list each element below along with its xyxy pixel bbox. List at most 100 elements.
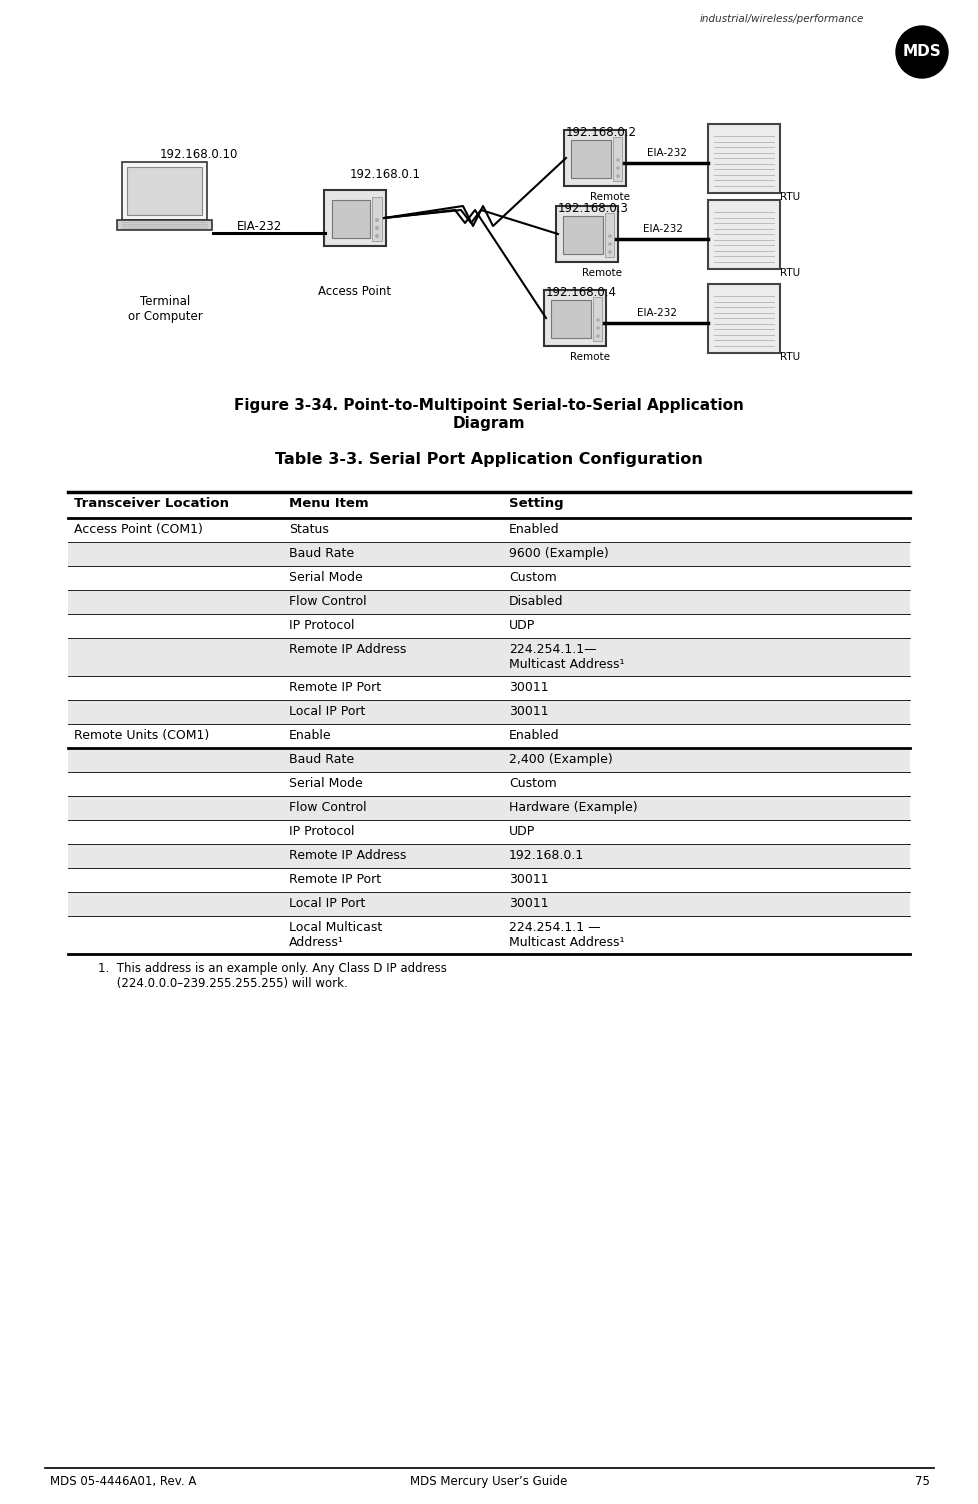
Text: Table 3-3. Serial Port Application Configuration: Table 3-3. Serial Port Application Confi… [275, 453, 702, 468]
Text: Flow Control: Flow Control [289, 802, 366, 814]
Circle shape [607, 250, 611, 254]
Bar [67, 844, 910, 868]
FancyBboxPatch shape [544, 290, 605, 346]
FancyBboxPatch shape [707, 200, 779, 269]
Text: Enable: Enable [289, 729, 332, 741]
FancyBboxPatch shape [707, 283, 779, 352]
Text: 30011: 30011 [509, 681, 548, 693]
Text: 224.254.1.1 —
Multicast Address¹: 224.254.1.1 — Multicast Address¹ [509, 920, 624, 949]
Bar [562, 217, 602, 254]
Bar [127, 167, 202, 215]
Bar [593, 296, 601, 341]
Text: Remote IP Address: Remote IP Address [289, 644, 406, 656]
Text: 75: 75 [914, 1475, 929, 1487]
Text: 192.168.0.4: 192.168.0.4 [546, 286, 616, 299]
FancyBboxPatch shape [122, 162, 207, 220]
FancyBboxPatch shape [324, 190, 385, 247]
Circle shape [375, 218, 378, 223]
FancyBboxPatch shape [563, 129, 625, 186]
Text: Diagram: Diagram [452, 417, 525, 432]
Text: Setting: Setting [509, 496, 563, 510]
Text: Access Point (COM1): Access Point (COM1) [74, 523, 202, 535]
Text: Transceiver Location: Transceiver Location [74, 496, 229, 510]
Bar [67, 747, 910, 772]
Text: Serial Mode: Serial Mode [289, 778, 363, 790]
Text: 192.168.0.2: 192.168.0.2 [565, 126, 637, 138]
Bar [332, 200, 370, 238]
Bar [67, 796, 910, 820]
Text: Remote: Remote [590, 193, 630, 202]
Text: 192.168.0.10: 192.168.0.10 [159, 147, 238, 161]
Text: UDP: UDP [509, 826, 535, 838]
Text: 2,400 (Example): 2,400 (Example) [509, 754, 612, 766]
Bar [372, 197, 381, 241]
Circle shape [375, 235, 378, 238]
Bar [67, 638, 910, 675]
Bar [551, 299, 591, 338]
Text: Figure 3-34. Point-to-Multipoint Serial-to-Serial Application: Figure 3-34. Point-to-Multipoint Serial-… [234, 399, 743, 414]
Circle shape [607, 242, 611, 245]
Text: RTU: RTU [779, 352, 799, 362]
Text: Enabled: Enabled [509, 729, 559, 741]
Text: industrial/wireless/performance: industrial/wireless/performance [699, 14, 864, 24]
Text: 30011: 30011 [509, 705, 548, 717]
Text: 192.168.0.1: 192.168.0.1 [509, 848, 584, 862]
Text: Remote IP Port: Remote IP Port [289, 681, 380, 693]
Text: Local Multicast
Address¹: Local Multicast Address¹ [289, 920, 381, 949]
Text: 224.254.1.1—
Multicast Address¹: 224.254.1.1— Multicast Address¹ [509, 644, 624, 671]
Text: 30011: 30011 [509, 896, 548, 910]
Text: RTU: RTU [779, 193, 799, 202]
Bar [612, 137, 621, 180]
Text: RTU: RTU [779, 268, 799, 278]
Bar [570, 140, 610, 177]
Circle shape [596, 319, 600, 322]
Text: IP Protocol: IP Protocol [289, 620, 354, 632]
Text: Remote Units (COM1): Remote Units (COM1) [74, 729, 209, 741]
Text: Flow Control: Flow Control [289, 596, 366, 608]
Bar [67, 541, 910, 566]
Text: Serial Mode: Serial Mode [289, 572, 363, 584]
Text: 9600 (Example): 9600 (Example) [509, 547, 608, 559]
Text: 192.168.0.3: 192.168.0.3 [557, 202, 628, 215]
Text: Remote: Remote [581, 268, 621, 278]
Circle shape [596, 326, 600, 329]
Text: Custom: Custom [509, 778, 556, 790]
Text: MDS: MDS [902, 45, 941, 60]
Circle shape [615, 158, 619, 162]
Text: 1.  This address is an example only. Any Class D IP address
     (224.0.0.0–239.: 1. This address is an example only. Any … [98, 963, 446, 990]
Text: MDS Mercury User’s Guide: MDS Mercury User’s Guide [410, 1475, 567, 1487]
Bar [67, 892, 910, 916]
Text: 30011: 30011 [509, 872, 548, 886]
Text: Baud Rate: Baud Rate [289, 547, 354, 559]
Text: EIA-232: EIA-232 [237, 220, 283, 233]
Bar [604, 214, 613, 257]
Text: Menu Item: Menu Item [289, 496, 369, 510]
Circle shape [615, 167, 619, 170]
Bar [67, 699, 910, 723]
Circle shape [607, 235, 611, 238]
Text: Local IP Port: Local IP Port [289, 896, 365, 910]
Text: Local IP Port: Local IP Port [289, 705, 365, 717]
Text: Baud Rate: Baud Rate [289, 754, 354, 766]
Text: Remote IP Port: Remote IP Port [289, 872, 380, 886]
Circle shape [895, 26, 947, 78]
FancyBboxPatch shape [117, 220, 212, 230]
Text: EIA-232: EIA-232 [643, 224, 683, 235]
Text: UDP: UDP [509, 620, 535, 632]
Text: 192.168.0.1: 192.168.0.1 [350, 168, 421, 180]
Text: Terminal
or Computer: Terminal or Computer [127, 295, 202, 323]
Circle shape [375, 226, 378, 230]
FancyBboxPatch shape [556, 206, 617, 262]
Text: Remote: Remote [569, 352, 609, 362]
Bar [67, 590, 910, 614]
Text: Custom: Custom [509, 572, 556, 584]
Text: EIA-232: EIA-232 [646, 147, 687, 158]
Text: EIA-232: EIA-232 [637, 308, 677, 317]
Circle shape [615, 174, 619, 177]
FancyBboxPatch shape [707, 123, 779, 193]
Text: Access Point: Access Point [318, 284, 391, 298]
Text: Hardware (Example): Hardware (Example) [509, 802, 637, 814]
Text: Enabled: Enabled [509, 523, 559, 535]
Text: Disabled: Disabled [509, 596, 563, 608]
Text: Remote IP Address: Remote IP Address [289, 848, 406, 862]
